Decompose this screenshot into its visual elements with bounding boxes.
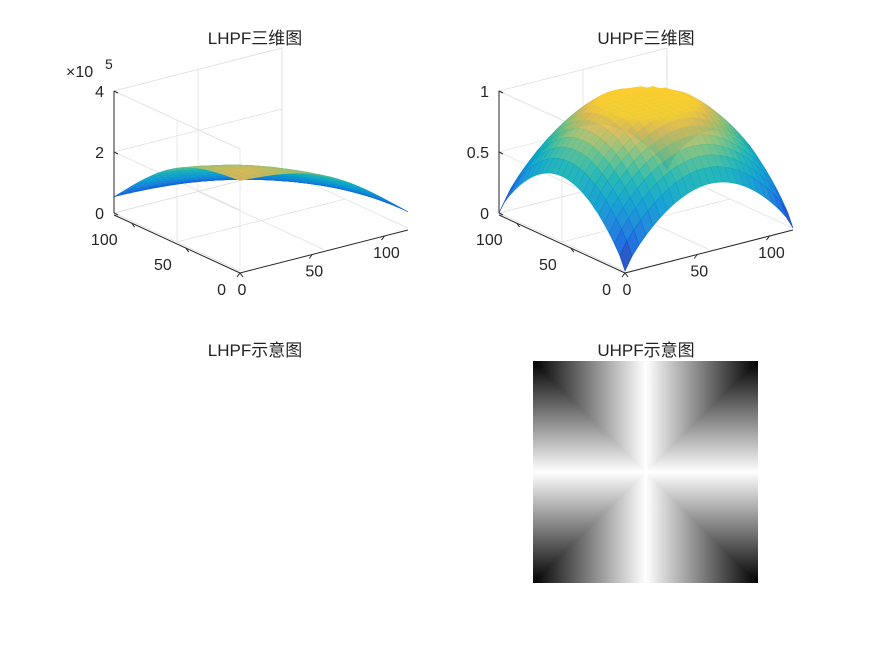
- z-tick-label: 4: [95, 84, 104, 101]
- surface-mesh: [498, 86, 794, 272]
- y-tick-mark: [131, 222, 136, 228]
- x-tick-label: 0: [238, 282, 247, 299]
- chart-title-uhpf-3d: UHPF三维图: [597, 29, 695, 48]
- y-tick-mark: [516, 222, 521, 228]
- y-tick-label: 50: [154, 257, 172, 274]
- y-tick-label: 0: [602, 282, 611, 299]
- z-tick-label: 1: [480, 84, 489, 101]
- uhpf-surface-plot: 0 50 100 0 50 100 0 0.5 1: [467, 47, 794, 299]
- z-tick-label: 0.5: [467, 145, 489, 162]
- z-tick-mark: [113, 90, 119, 94]
- chart-title-lhpf-3d: LHPF三维图: [207, 29, 303, 48]
- x-tick-mark: [693, 254, 698, 259]
- x-axis-line: [624, 229, 794, 274]
- z-tick-label: 0: [480, 206, 489, 223]
- uhpf-image-vertical-band: [533, 361, 758, 583]
- x-tick-label: 50: [305, 264, 323, 281]
- x-tick-label: 100: [758, 245, 785, 262]
- surface-patch: [233, 175, 248, 181]
- surface-patch: [619, 240, 633, 272]
- z-exponent-base: ×10: [66, 64, 93, 81]
- x-tick-mark: [236, 272, 241, 278]
- x-tick-mark: [766, 235, 770, 241]
- x-tick-mark: [621, 272, 626, 278]
- y-tick-label: 0: [217, 282, 226, 299]
- z-tick-mark: [498, 212, 504, 216]
- y-tick-label: 100: [476, 232, 503, 249]
- y-tick-mark: [570, 247, 575, 253]
- y-tick-label: 50: [539, 257, 557, 274]
- lhpf-surface-plot: 0 50 100 0 50 100 0 2 4×10 5: [66, 47, 409, 299]
- y-axis-line: [113, 214, 241, 274]
- x-tick-label: 0: [623, 282, 632, 299]
- y-tick-mark: [239, 272, 244, 278]
- z-tick-label: 2: [95, 145, 104, 162]
- x-tick-mark: [308, 254, 313, 259]
- surface-patch: [780, 201, 794, 229]
- uhpf-image-plot: [533, 361, 758, 583]
- x-tick-label: 50: [690, 264, 708, 281]
- x-tick-label: 100: [373, 245, 400, 262]
- chart-title-uhpf-image: UHPF示意图: [597, 341, 695, 360]
- z-exponent-power: 5: [105, 56, 113, 72]
- z-tick-mark: [113, 151, 119, 155]
- x-tick-mark: [381, 235, 385, 241]
- chart-title-lhpf-image: LHPF示意图: [207, 341, 303, 360]
- surface-mesh: [113, 164, 409, 213]
- floor-grid-line: [176, 198, 346, 243]
- z-tick-mark: [498, 90, 504, 94]
- z-tick-mark: [113, 212, 119, 216]
- y-axis-line: [498, 214, 626, 274]
- y-tick-mark: [624, 272, 629, 278]
- x-axis-line: [239, 229, 409, 274]
- y-tick-label: 100: [91, 232, 118, 249]
- y-tick-mark: [185, 247, 190, 253]
- z-tick-mark: [498, 151, 504, 155]
- z-tick-label: 0: [95, 206, 104, 223]
